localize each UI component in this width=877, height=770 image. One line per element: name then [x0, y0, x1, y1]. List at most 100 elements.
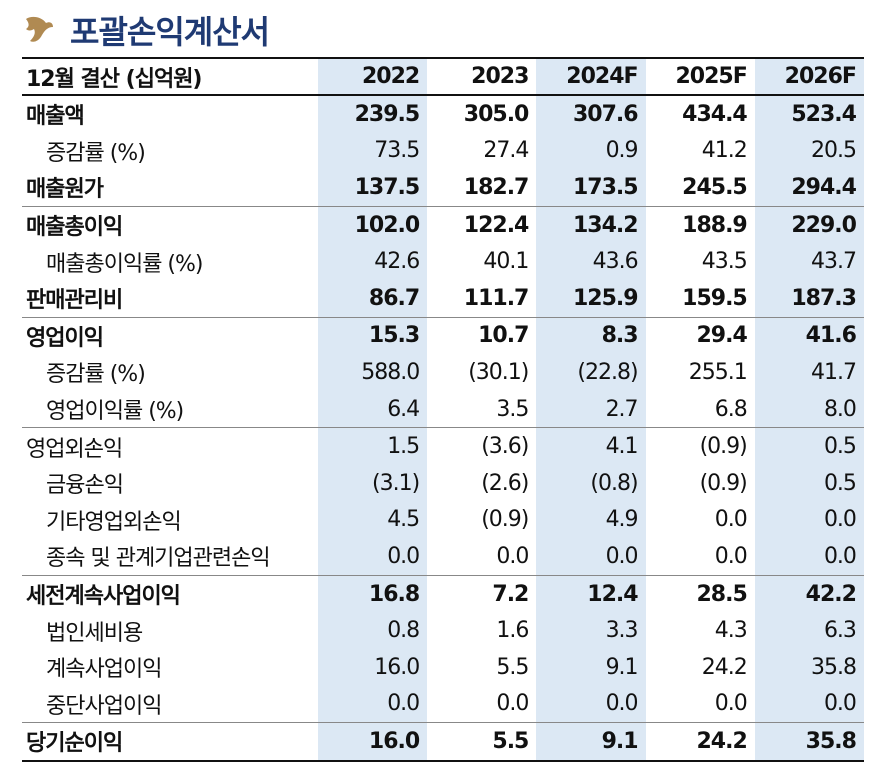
row-value: 4.5 [387, 507, 420, 533]
highlight-column-2024f [536, 57, 646, 762]
row-value: 255.1 [688, 359, 748, 385]
row-label: 매출원가 [26, 177, 104, 203]
row-value: 239.5 [354, 101, 421, 127]
row-label: 매출액 [26, 104, 85, 130]
title-bar: 포괄손익계산서 [22, 6, 270, 54]
row-value: 12.4 [587, 581, 638, 607]
row-value: 0.5 [823, 434, 857, 460]
row-value: 0.0 [823, 543, 857, 569]
row-value: 43.7 [810, 249, 857, 275]
table-row: 법인세비용 0.8 1.6 3.3 4.3 6.3 [22, 612, 864, 649]
row-value: 0.0 [387, 543, 420, 569]
row-value: 305.0 [463, 101, 530, 127]
table-row: 판매관리비 86.7 111.7 125.9 159.5 187.3 [22, 280, 864, 317]
row-value: 8.3 [601, 323, 639, 349]
row-value: 9.1 [601, 728, 639, 754]
table-row: 중단사업이익 0.0 0.0 0.0 0.0 0.0 [22, 686, 864, 723]
row-value: 16.8 [368, 581, 420, 607]
table-row: 영업이익 15.3 10.7 8.3 29.4 41.6 [22, 316, 864, 355]
row-value: 125.9 [572, 285, 639, 311]
row-value: 6.3 [823, 618, 857, 644]
row-value: 0.0 [496, 543, 529, 569]
brand-logo-icon [26, 16, 53, 42]
row-label: 세전계속사업이익 [26, 584, 181, 610]
table-row: 당기순이익 16.0 5.5 9.1 24.2 35.8 [22, 722, 864, 762]
row-value: 28.5 [696, 581, 747, 607]
row-value: 0.0 [823, 691, 857, 717]
row-label: 기타영업외손익 [46, 509, 182, 535]
table-row: 매출총이익률 (%) 42.6 40.1 43.6 43.5 43.7 [22, 243, 864, 280]
row-value: 0.0 [714, 691, 748, 717]
table-row: 매출원가 137.5 182.7 173.5 245.5 294.4 [22, 169, 864, 206]
row-value: 41.2 [701, 138, 748, 164]
row-value: 20.5 [810, 138, 857, 164]
row-value: 111.7 [463, 285, 530, 311]
row-label: 판매관리비 [26, 288, 123, 314]
row-value: (22.8) [577, 359, 638, 385]
table-row: 계속사업이익 16.0 5.5 9.1 24.2 35.8 [22, 649, 864, 686]
row-value: 9.1 [605, 654, 639, 680]
row-value: 0.0 [823, 507, 857, 533]
highlight-column-2022 [318, 57, 428, 762]
row-label: 영업외손익 [26, 436, 123, 462]
row-value: 0.0 [714, 507, 748, 533]
income-statement-table: 12월 결산 (십억원) 2022 2023 2024F 2025F 2026F… [22, 57, 864, 762]
table-row: 금융손익 (3.1) (2.6) (0.8) (0.9) 0.5 [22, 465, 864, 502]
row-value: 42.2 [805, 581, 857, 607]
table-row: 증감률 (%) 588.0 (30.1) (22.8) 255.1 41.7 [22, 354, 864, 391]
row-value: 15.3 [368, 323, 420, 349]
row-value: 73.5 [374, 138, 420, 164]
row-value: 0.0 [605, 691, 639, 717]
row-value: 27.4 [483, 138, 529, 164]
row-value: 0.0 [714, 543, 748, 569]
row-value: 588.0 [361, 359, 420, 385]
row-value: 0.9 [605, 138, 639, 164]
table-row: 영업외손익 1.5 (3.6) 4.1 (0.9) 0.5 [22, 427, 864, 465]
row-value: 2.7 [605, 396, 639, 422]
page-title: 포괄손익계산서 [70, 13, 270, 51]
table-row: 세전계속사업이익 16.8 7.2 12.4 28.5 42.2 [22, 574, 864, 613]
row-value: 523.4 [791, 101, 857, 127]
row-value: 41.6 [805, 323, 857, 349]
row-value: 307.6 [572, 101, 639, 127]
row-label: 금융손익 [46, 473, 124, 499]
table-row: 매출액 239.5 305.0 307.6 434.4 523.4 [22, 96, 864, 133]
row-value: 16.0 [374, 654, 420, 680]
row-value: 0.0 [605, 543, 639, 569]
row-value: 229.0 [791, 212, 857, 238]
row-value: 245.5 [682, 174, 748, 200]
row-label: 영업이익률 (%) [46, 399, 184, 425]
row-value: 187.3 [791, 285, 857, 311]
row-value: 6.8 [714, 396, 748, 422]
row-value: (2.6) [481, 470, 529, 496]
row-label: 증감률 (%) [46, 362, 146, 388]
row-value: 134.2 [572, 212, 639, 238]
row-label: 당기순이익 [26, 731, 123, 757]
row-label: 영업이익 [26, 325, 104, 351]
row-value: 24.2 [696, 728, 747, 754]
row-label: 증감률 (%) [46, 140, 146, 166]
row-value: 43.6 [592, 249, 639, 275]
header-year: 2026F [784, 64, 857, 89]
row-value: 5.5 [496, 654, 529, 680]
row-label: 매출총이익 [26, 215, 123, 241]
row-value: (30.1) [468, 359, 529, 385]
header-year: 2024F [566, 64, 638, 89]
row-value: 3.5 [496, 396, 529, 422]
row-value: 4.3 [714, 618, 748, 644]
row-value: 42.6 [374, 249, 420, 275]
row-value: 159.5 [682, 285, 748, 311]
row-value: (0.9) [699, 470, 748, 496]
table-row: 영업이익률 (%) 6.4 3.5 2.7 6.8 8.0 [22, 391, 864, 428]
table-header-row: 12월 결산 (십억원) 2022 2023 2024F 2025F 2026F [22, 57, 864, 96]
row-value: (0.9) [481, 507, 529, 533]
row-label: 계속사업이익 [46, 657, 162, 683]
row-value: 16.0 [368, 728, 420, 754]
row-value: 0.8 [387, 618, 420, 644]
header-year: 2023 [471, 64, 529, 89]
row-value: 0.5 [823, 470, 857, 496]
row-label: 법인세비용 [46, 620, 143, 646]
row-value: 122.4 [463, 212, 530, 238]
row-value: (3.6) [481, 434, 529, 460]
